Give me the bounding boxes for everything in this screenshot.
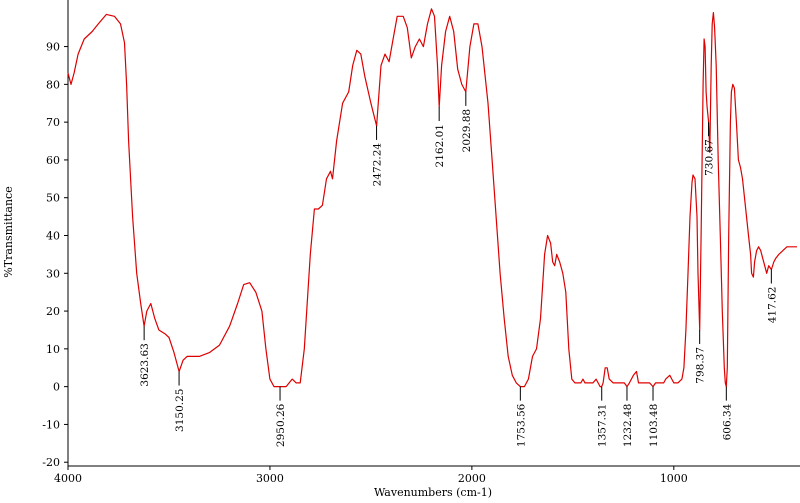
y-tick-label: 90: [46, 41, 60, 54]
series-group: [67, 8, 797, 388]
peak-label: 1357.31: [597, 404, 609, 447]
x-tick-label: 4000: [54, 472, 82, 485]
x-tick-label: 1000: [660, 472, 688, 485]
axes: [67, 0, 800, 467]
y-tick-label: 10: [46, 343, 60, 356]
peak-label: 2950.26: [275, 403, 287, 447]
y-tick-label: 70: [46, 116, 60, 129]
peak-label: 1103.48: [648, 404, 660, 447]
peak-label: 3623.63: [139, 343, 151, 386]
peak-label: 1753.56: [515, 403, 527, 447]
x-axis-label: Wavenumbers (cm-1): [374, 486, 492, 499]
peak-label: 2162.01: [434, 124, 446, 167]
peak-annotations: 3623.63 3150.25 2950.26 2472.24 2162.01 2029.…: [139, 91, 778, 447]
y-tick-label: 50: [46, 192, 60, 205]
y-tick-label: 30: [46, 267, 60, 280]
y-tick-label: 0: [53, 381, 60, 394]
x-tick-label: 2000: [458, 472, 486, 485]
peak-label: 417.62: [766, 287, 778, 324]
peak-label: 1232.48: [622, 404, 634, 447]
peak-label: 2472.24: [372, 143, 384, 187]
y-tick-label: 80: [46, 78, 60, 91]
peak-label: 2029.88: [461, 109, 473, 152]
tick-labels: 90 80 70 60 50 40 30 20 10 0 -10 -20 4000 3000 2000 100…: [42, 41, 688, 485]
x-tick-label: 3000: [256, 472, 284, 485]
tick-marks: [64, 46, 675, 470]
y-tick-label: 20: [46, 305, 60, 318]
spectrum-line: [67, 8, 797, 388]
y-tick-label: 40: [46, 230, 60, 243]
y-axis-label: %Transmittance: [2, 186, 15, 277]
peak-label: 3150.25: [174, 389, 186, 432]
y-tick-label: -10: [42, 418, 60, 431]
y-tick-label: 60: [46, 154, 60, 167]
y-tick-label: -20: [42, 456, 60, 469]
peak-label: 730.67: [704, 139, 716, 176]
peak-label: 606.34: [721, 403, 733, 440]
peak-label: 798.37: [695, 347, 707, 384]
